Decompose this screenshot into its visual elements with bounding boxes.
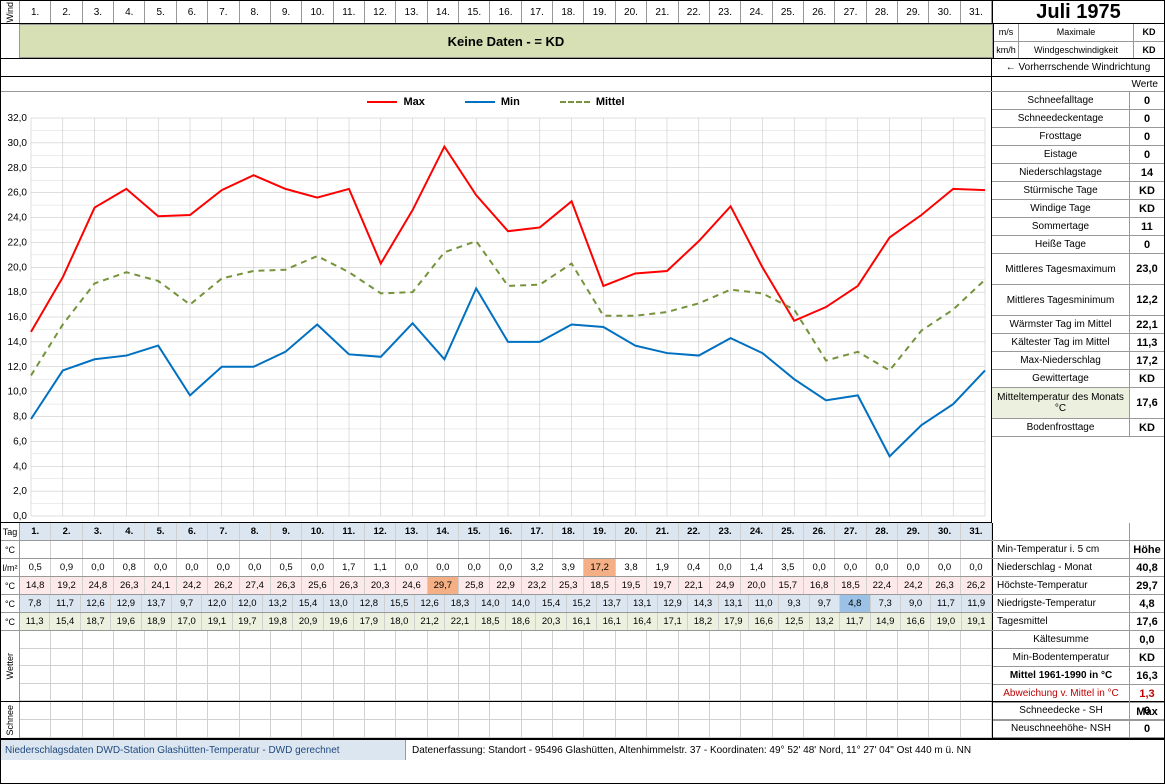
- side-stats: Schneefalltage0Schneedeckentage0Frosttag…: [991, 92, 1164, 523]
- data-grid: Tag1.2.3.4.5.6.7.8.9.10.11.12.13.14.15.1…: [1, 523, 1164, 631]
- stat-row: Max-Niederschlag17,2: [992, 352, 1164, 370]
- stat-row: BodenfrosttageKD: [992, 419, 1164, 437]
- werte-label: Werte: [991, 77, 1164, 91]
- stat-row: Frosttage0: [992, 128, 1164, 146]
- kd-band: Keine Daten - = KD: [19, 24, 993, 58]
- footer-left: Niederschlagsdaten DWD-Station Glashütte…: [1, 740, 406, 760]
- lower-side-2: Schneedecke - SH0Neuschneehöhe- NSH0: [992, 702, 1164, 738]
- day-header: 9.: [271, 1, 302, 23]
- svg-text:28,0: 28,0: [8, 163, 28, 174]
- stat-row: Schneedeckentage0: [992, 110, 1164, 128]
- day-header: 17.: [522, 1, 553, 23]
- chart-svg: 0,0 2,0 4,0 6,0 8,0 10,0 12,0 14,0 16,0 18,0 20,0 2…: [1, 92, 991, 522]
- day-header: 24.: [741, 1, 772, 23]
- svg-text:12,0: 12,0: [8, 362, 28, 373]
- svg-text:32,0: 32,0: [8, 113, 28, 124]
- data-row: °CMin-Temperatur i. 5 cmHöhe: [1, 541, 1164, 559]
- stat-row: Sommertage11: [992, 218, 1164, 236]
- day-header: 10.: [302, 1, 333, 23]
- svg-text:20,0: 20,0: [8, 262, 28, 273]
- stat-row: Stürmische TageKD: [992, 182, 1164, 200]
- day-header: 12.: [365, 1, 396, 23]
- days-top: 1.2.3.4.5.6.7.8.9.10.11.12.13.14.15.16.1…: [20, 1, 992, 23]
- lower-side-1: Kältesumme0,0Min-BodentemperaturKDMittel…: [992, 631, 1164, 701]
- data-row: °C7,811,712,612,913,79,712,012,013,215,4…: [1, 595, 1164, 613]
- day-header: 28.: [867, 1, 898, 23]
- day-header: 31.: [961, 1, 992, 23]
- svg-text:8,0: 8,0: [13, 412, 27, 423]
- svg-text:26,0: 26,0: [8, 188, 28, 199]
- day-header: 16.: [490, 1, 521, 23]
- day-header: 18.: [553, 1, 584, 23]
- wetter-label: Wetter: [1, 631, 20, 701]
- footer-right: Datenerfassung: Standort - 95496 Glashüt…: [406, 740, 1164, 760]
- stat-row: Eistage0: [992, 146, 1164, 164]
- svg-text:4,0: 4,0: [13, 461, 27, 472]
- day-header: 25.: [773, 1, 804, 23]
- stat-row: GewittertageKD: [992, 370, 1164, 388]
- day-header: 14.: [428, 1, 459, 23]
- stat-row: Niederschlagstage14: [992, 164, 1164, 182]
- day-header: 1.: [20, 1, 51, 23]
- day-header: 23.: [710, 1, 741, 23]
- data-row: Tag1.2.3.4.5.6.7.8.9.10.11.12.13.14.15.1…: [1, 523, 1164, 541]
- svg-text:18,0: 18,0: [8, 287, 28, 298]
- day-header: 29.: [898, 1, 929, 23]
- stat-row: Heiße Tage0: [992, 236, 1164, 254]
- data-row: °C11,315,418,719,618,917,019,119,719,820…: [1, 613, 1164, 631]
- stat-row: Mittleres Tagesminimum12,2: [992, 285, 1164, 316]
- day-header: 5.: [145, 1, 176, 23]
- day-header: 19.: [584, 1, 615, 23]
- stat-row: Schneefalltage0: [992, 92, 1164, 110]
- stat-row: Kältester Tag im Mittel11,3: [992, 334, 1164, 352]
- day-header: 15.: [459, 1, 490, 23]
- day-header: 2.: [51, 1, 82, 23]
- main: 0,0 2,0 4,0 6,0 8,0 10,0 12,0 14,0 16,0 18,0 20,0 2…: [1, 92, 1164, 523]
- svg-text:6,0: 6,0: [13, 436, 27, 447]
- stat-row: Windige TageKD: [992, 200, 1164, 218]
- day-header: 6.: [177, 1, 208, 23]
- wind-right: m/sMaximaleKDkm/hWindgeschwindigkeitKD: [993, 24, 1164, 58]
- wetter-block: Wetter Kältesumme0,0Min-BodentemperaturK…: [1, 631, 1164, 702]
- data-row: °C14,819,224,826,324,124,226,227,426,325…: [1, 577, 1164, 595]
- day-header: 7.: [208, 1, 239, 23]
- svg-text:2,0: 2,0: [13, 486, 27, 497]
- day-header: 3.: [83, 1, 114, 23]
- data-row: l/m²0,50,90,00,80,00,00,00,00,50,01,71,1…: [1, 559, 1164, 577]
- page: Wind 1.2.3.4.5.6.7.8.9.10.11.12.13.14.15…: [0, 0, 1165, 784]
- day-header: 22.: [679, 1, 710, 23]
- svg-text:30,0: 30,0: [8, 138, 28, 149]
- day-header: 26.: [804, 1, 835, 23]
- stat-row: Wärmster Tag im Mittel22,1: [992, 316, 1164, 334]
- day-header: 21.: [647, 1, 678, 23]
- day-header: 27.: [835, 1, 866, 23]
- wind-row: Keine Daten - = KD m/sMaximaleKDkm/hWind…: [1, 24, 1164, 59]
- stat-row: Mittleres Tagesmaximum23,0: [992, 254, 1164, 285]
- wind-dir: ← Vorherrschende Windrichtung: [991, 59, 1164, 76]
- svg-text:10,0: 10,0: [8, 387, 28, 398]
- svg-text:22,0: 22,0: [8, 237, 28, 248]
- svg-text:16,0: 16,0: [8, 312, 28, 323]
- day-header: 8.: [240, 1, 271, 23]
- schnee-label: Schnee: [1, 702, 20, 738]
- day-header: 30.: [929, 1, 960, 23]
- wind-vert-label: Wind: [1, 1, 20, 23]
- stat-row: Mitteltemperatur des Monats °C17,6: [992, 388, 1164, 419]
- day-header: 13.: [396, 1, 427, 23]
- svg-text:0,0: 0,0: [13, 511, 27, 522]
- footer: Niederschlagsdaten DWD-Station Glashütte…: [1, 739, 1164, 760]
- title: Juli 1975: [992, 1, 1164, 23]
- svg-text:14,0: 14,0: [8, 337, 28, 348]
- day-header: 20.: [616, 1, 647, 23]
- top-row: Wind 1.2.3.4.5.6.7.8.9.10.11.12.13.14.15…: [1, 1, 1164, 24]
- legend: Max Min Mittel: [1, 96, 991, 108]
- svg-text:24,0: 24,0: [8, 213, 28, 224]
- day-header: 11.: [334, 1, 365, 23]
- day-header: 4.: [114, 1, 145, 23]
- chart-area: 0,0 2,0 4,0 6,0 8,0 10,0 12,0 14,0 16,0 18,0 20,0 2…: [1, 92, 991, 523]
- schnee-block: Schnee Schneedecke - SH0Neuschneehöhe- N…: [1, 702, 1164, 739]
